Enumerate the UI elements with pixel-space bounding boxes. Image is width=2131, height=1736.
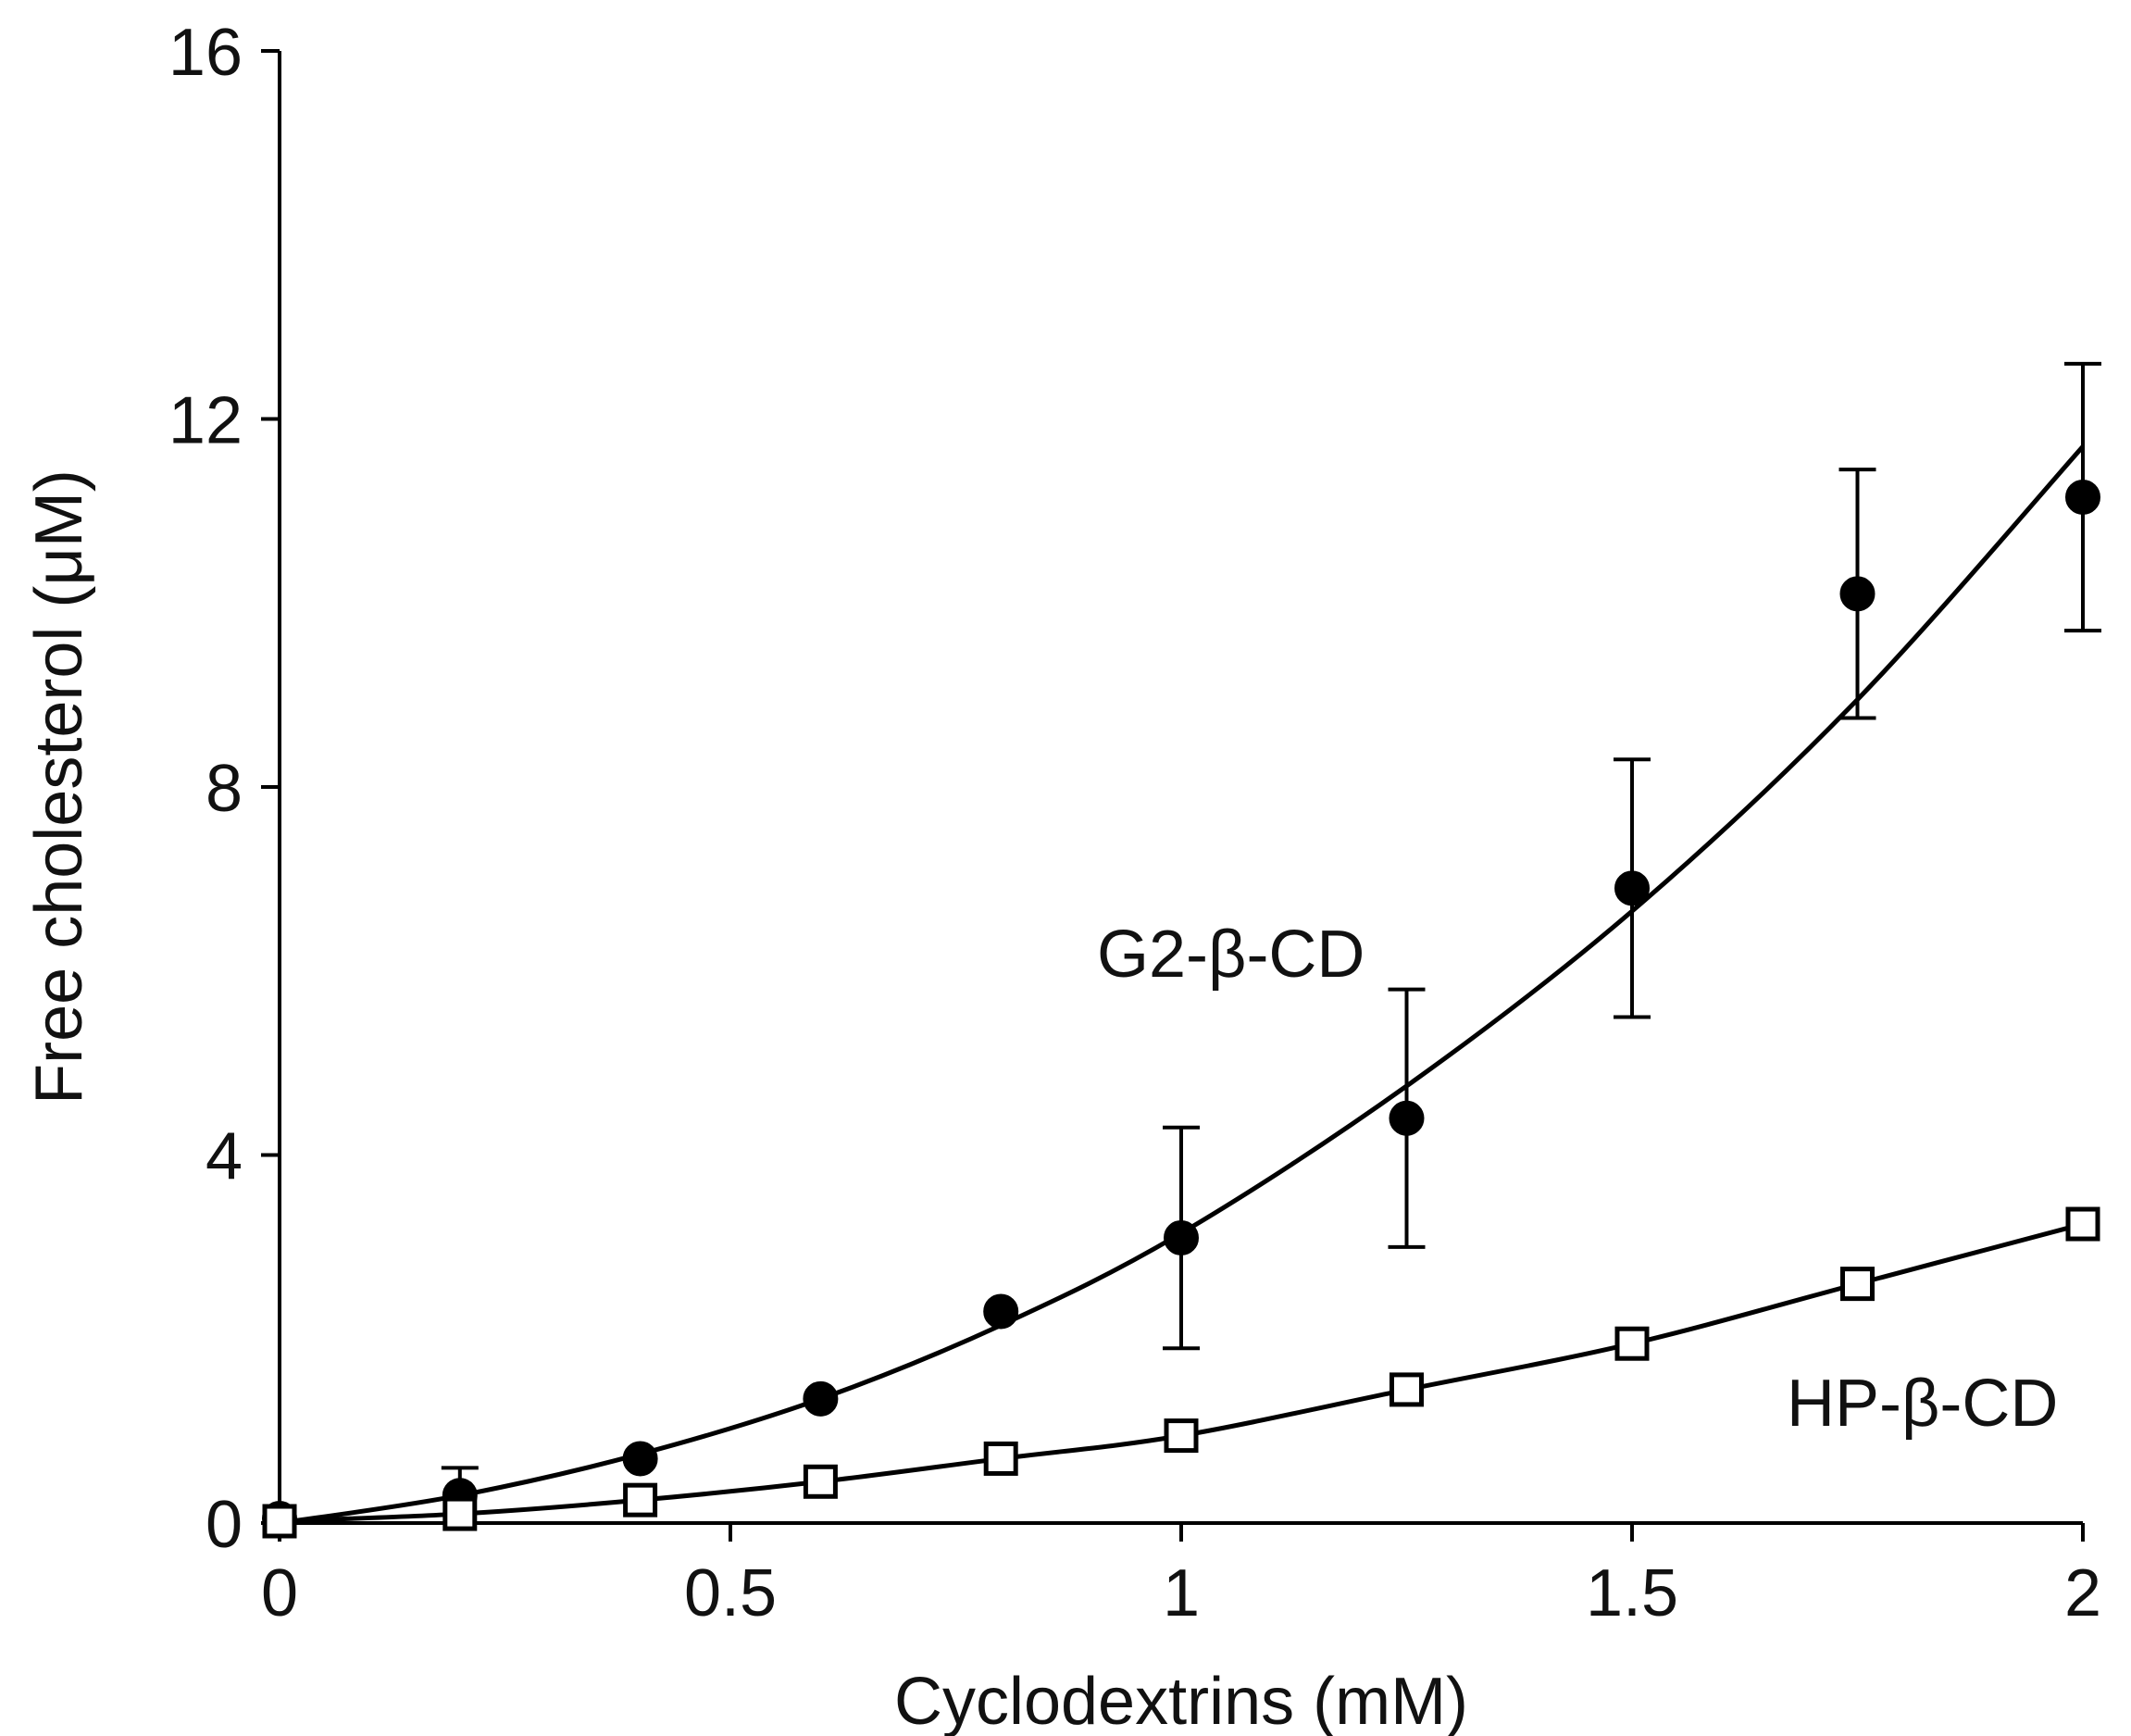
- data-point-hp-cd: [1840, 1267, 1875, 1302]
- series-label-hp-beta-cd: HP-β-CD: [1787, 1367, 2058, 1441]
- data-point-g2-cd: [1839, 576, 1876, 612]
- data-point-hp-cd: [623, 1482, 658, 1517]
- data-point-hp-cd: [262, 1504, 297, 1539]
- data-point-hp-cd: [1614, 1326, 1650, 1361]
- y-tick-label: 8: [206, 752, 243, 826]
- fit-curve-hp-cd: [279, 1221, 2084, 1524]
- data-point-g2-cd: [1389, 1100, 1425, 1136]
- labels: Cyclodextrins (mM) Free cholesterol (μM)…: [22, 469, 2058, 1736]
- data-point-hp-cd: [1164, 1418, 1199, 1454]
- data-point-hp-cd: [803, 1464, 838, 1499]
- x-tick-label: 1: [1163, 1556, 1200, 1630]
- y-tick-label: 12: [168, 384, 243, 458]
- data-points: [262, 479, 2100, 1539]
- y-tick-label: 4: [206, 1120, 243, 1194]
- x-tick-label: 0.5: [684, 1556, 777, 1630]
- data-point-g2-cd: [803, 1380, 839, 1417]
- series-label-g2-beta-cd: G2-β-CD: [1097, 918, 1365, 992]
- data-point-g2-cd: [1614, 870, 1650, 906]
- data-point-hp-cd: [2065, 1206, 2100, 1242]
- x-axis-title: Cyclodextrins (mM): [894, 1665, 1468, 1736]
- data-point-hp-cd: [1390, 1372, 1424, 1407]
- data-point-g2-cd: [2065, 479, 2100, 515]
- y-tick-label: 16: [168, 16, 243, 90]
- x-tick-label: 2: [2064, 1556, 2101, 1630]
- data-point-hp-cd: [983, 1441, 1018, 1476]
- data-point-g2-cd: [1164, 1219, 1199, 1255]
- x-tick-label: 1.5: [1586, 1556, 1678, 1630]
- data-point-g2-cd: [983, 1293, 1019, 1330]
- x-tick-label: 0: [261, 1556, 298, 1630]
- data-point-g2-cd: [622, 1441, 658, 1477]
- data-point-hp-cd: [442, 1496, 478, 1531]
- y-axis-title: Free cholesterol (μM): [22, 469, 96, 1105]
- y-tick-label: 0: [206, 1488, 243, 1562]
